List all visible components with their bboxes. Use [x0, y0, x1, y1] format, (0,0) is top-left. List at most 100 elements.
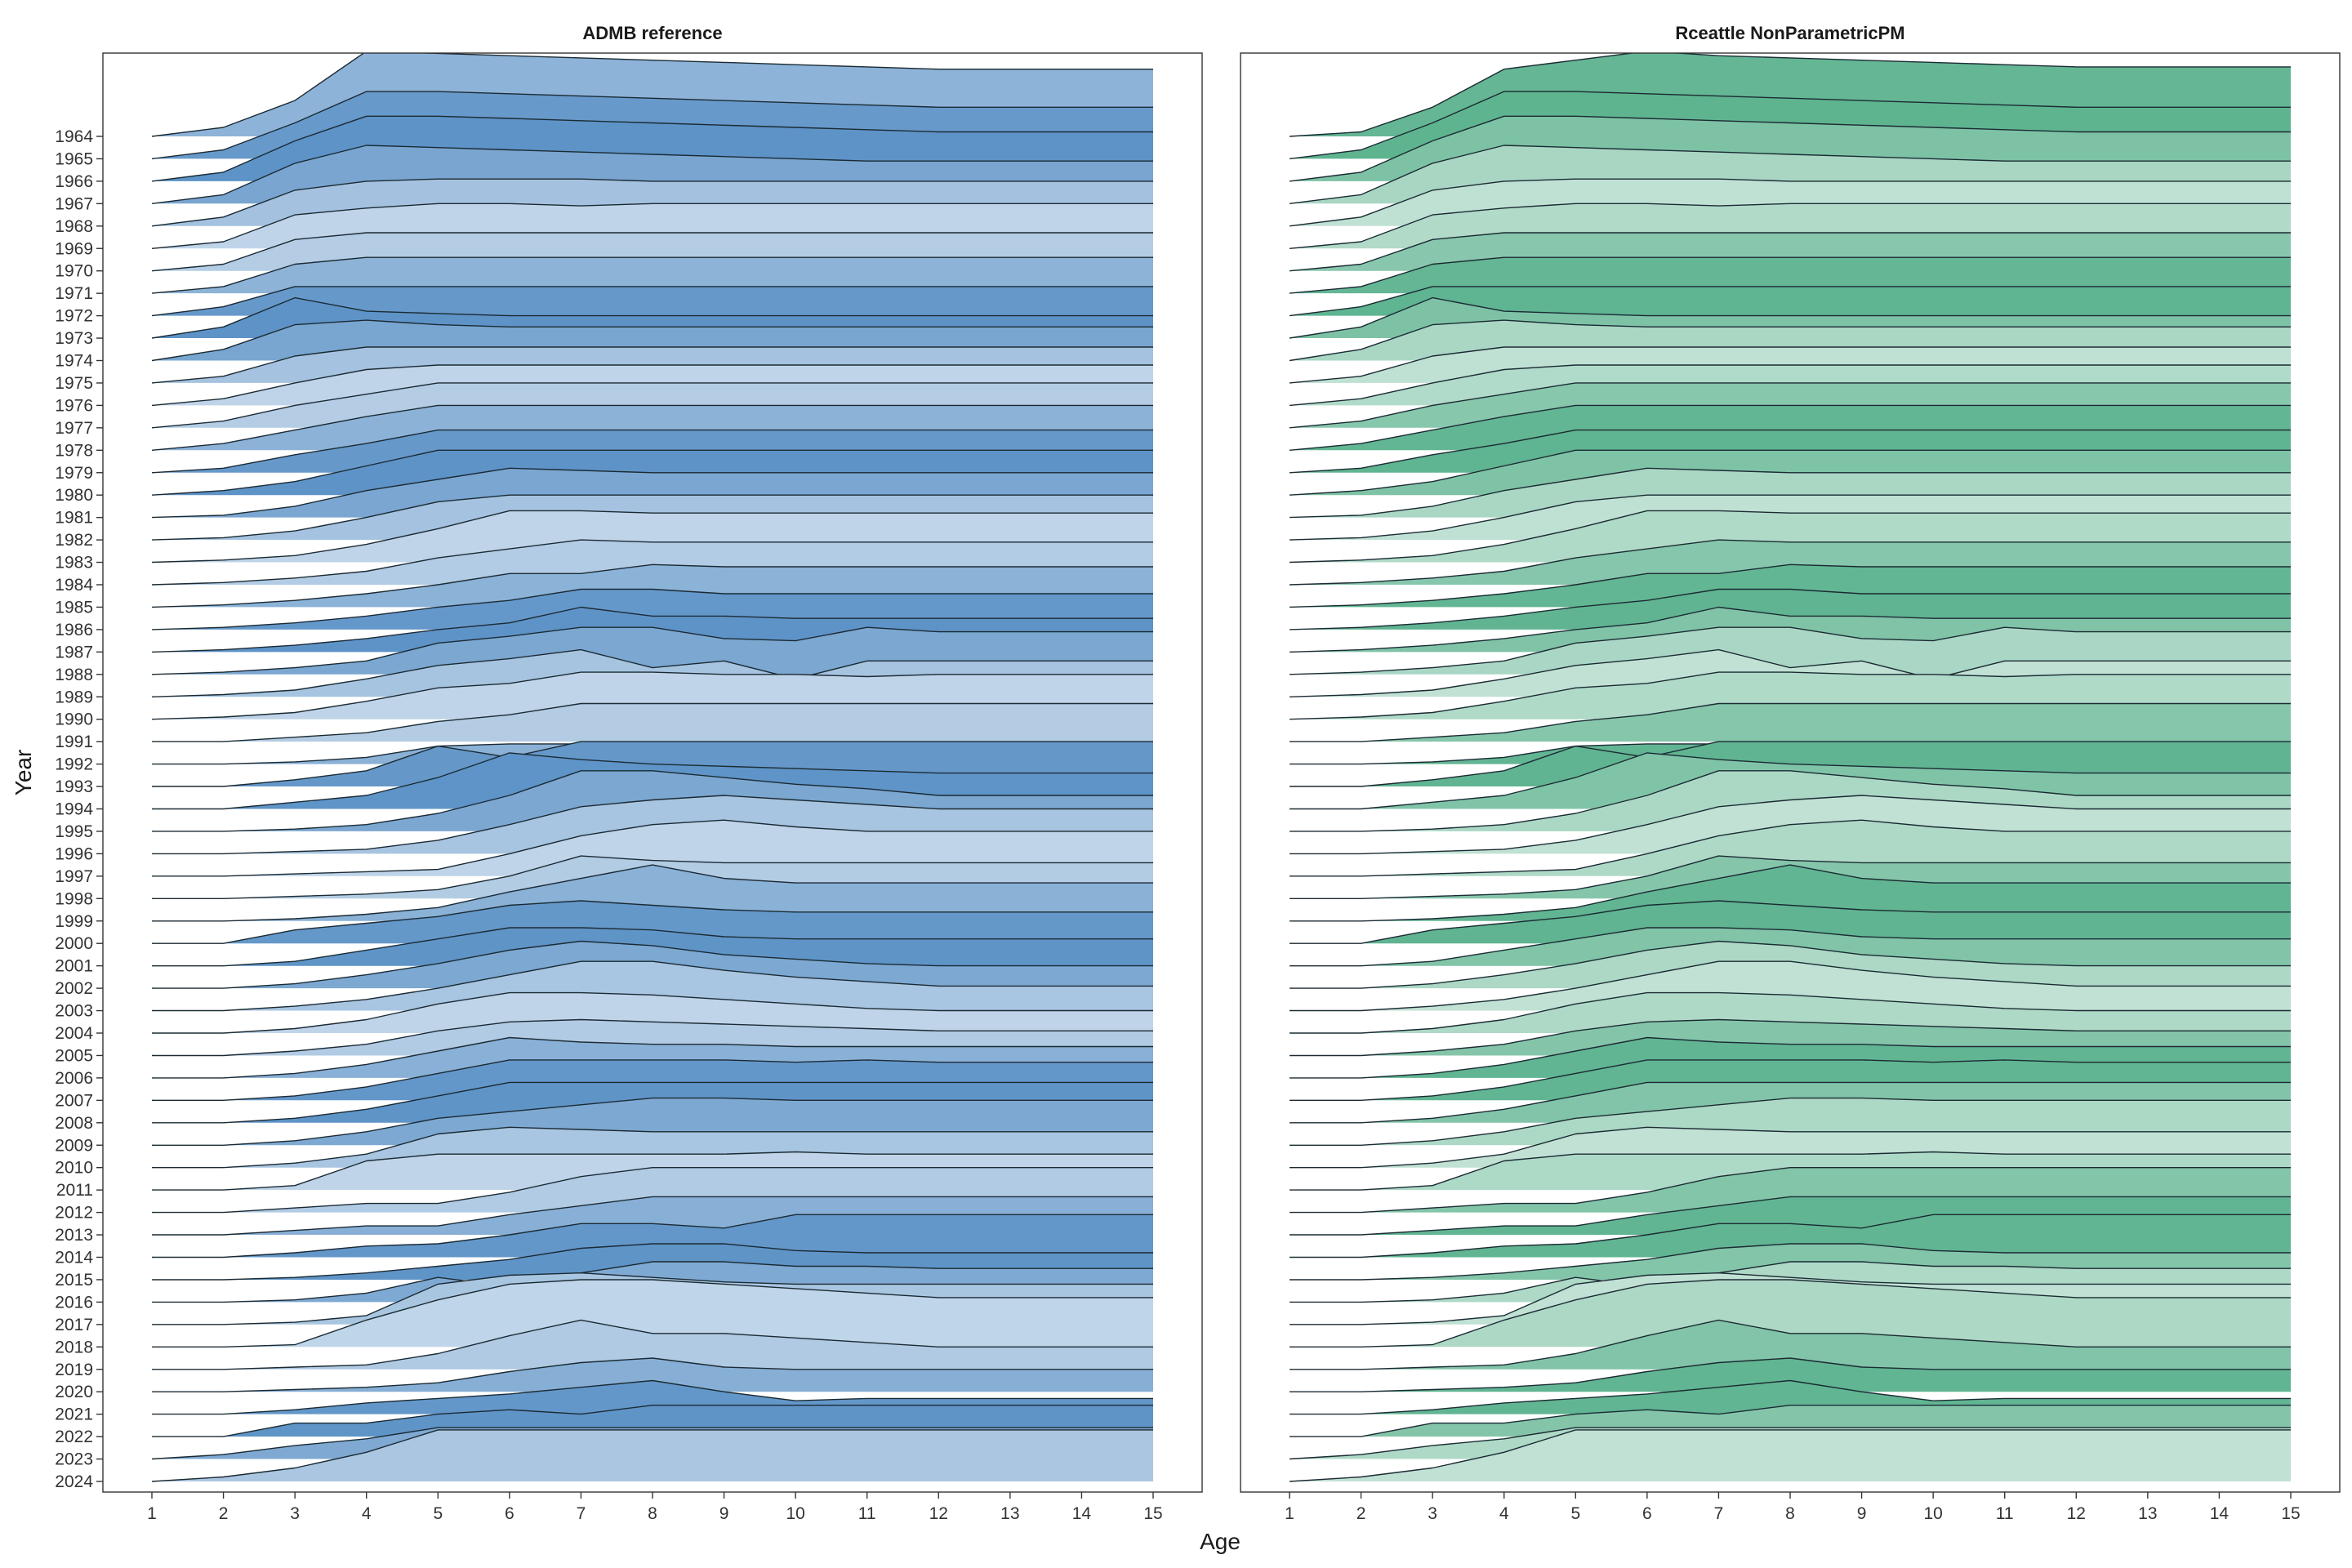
- ridge-line-1982: [1289, 494, 2291, 541]
- ridge-line-1964: [151, 53, 1153, 137]
- ridge-line-2015: [1290, 1243, 2291, 1281]
- ridge-line-1998: [152, 855, 1153, 899]
- x-tick-label-13: 13: [2138, 1504, 2157, 1523]
- ridge-line-2009: [152, 1097, 1153, 1146]
- ridge-line-1982: [151, 494, 1153, 541]
- ridge-line-1999: [1290, 864, 2291, 922]
- ridge-line-1964: [1289, 53, 2291, 137]
- ridge-line-1966: [151, 115, 1153, 182]
- y-tick-label-1999: 1999: [55, 912, 93, 931]
- ridge-line-2008: [1290, 1081, 2291, 1124]
- y-tick-label-1966: 1966: [55, 172, 93, 191]
- ridge-area-2018: [1290, 1280, 2291, 1348]
- ridge-line-1968: [1289, 178, 2291, 227]
- ridge-line-1975: [151, 346, 1153, 384]
- ridge-line-2009: [1290, 1097, 2291, 1146]
- ridge-line-2007: [152, 1059, 1153, 1101]
- x-tick-label-1: 1: [1285, 1504, 1294, 1523]
- ridge-line-2013: [1290, 1196, 2291, 1236]
- x-axis-title: Age: [1200, 1529, 1241, 1554]
- ridge-line-1995: [1290, 770, 2291, 832]
- ridge-line-2012: [1290, 1167, 2291, 1214]
- ridge-area-1999: [152, 865, 1153, 921]
- y-tick-label-1984: 1984: [55, 576, 93, 595]
- ridge-area-2004: [1290, 992, 2291, 1033]
- ridge-line-1985: [151, 564, 1153, 608]
- y-tick-label-2017: 2017: [55, 1316, 93, 1334]
- y-tick-label-1982: 1982: [55, 531, 93, 550]
- ridge-line-2024: [1289, 1429, 2291, 1482]
- y-tick-label-1992: 1992: [55, 755, 93, 774]
- ridge-line-1977: [1289, 382, 2291, 429]
- ridge-line-2005: [1290, 1018, 2291, 1057]
- y-tick-label-1964: 1964: [55, 127, 93, 146]
- ridge-area-2003: [1290, 961, 2291, 1011]
- ridge-area-1971: [152, 257, 1153, 294]
- y-tick-label-2013: 2013: [55, 1226, 93, 1245]
- y-tick-label-1976: 1976: [55, 396, 93, 415]
- panel-title: ADMB reference: [582, 23, 722, 43]
- ridge-area-1991: [152, 703, 1153, 742]
- ridge-line-2018: [1290, 1279, 2291, 1348]
- ridge-area-1997: [1290, 820, 2291, 876]
- ridge-line-2002: [1290, 940, 2291, 989]
- x-tick-label-6: 6: [505, 1504, 514, 1523]
- y-tick-label-2018: 2018: [55, 1338, 93, 1356]
- ridge-line-2022: [152, 1405, 1153, 1437]
- ridge-area-1991: [1290, 703, 2291, 742]
- ridge-area-2024: [152, 1429, 1153, 1481]
- ridge-line-1980: [1289, 449, 2291, 496]
- ridge-line-2011: [152, 1151, 1153, 1191]
- ridge-line-2003: [1290, 960, 2291, 1012]
- ridge-line-1979: [1289, 429, 2291, 474]
- ridge-line-2024: [151, 1429, 1153, 1482]
- y-axis-title: Year: [11, 750, 36, 796]
- y-tick-label-2011: 2011: [56, 1181, 93, 1200]
- y-tick-label-2012: 2012: [55, 1204, 93, 1223]
- y-tick-label-1969: 1969: [55, 239, 93, 258]
- ridge-line-1967: [151, 145, 1153, 204]
- ridge-line-1970: [1289, 232, 2291, 272]
- ridge-line-2017: [1290, 1272, 2291, 1325]
- y-tick-label-1986: 1986: [55, 621, 93, 639]
- y-tick-label-1975: 1975: [55, 374, 93, 393]
- x-tick-label-3: 3: [1428, 1504, 1437, 1523]
- ridge-line-2011: [1290, 1151, 2291, 1191]
- ridge-line-1989: [151, 648, 1153, 697]
- ridge-line-1985: [1289, 564, 2291, 608]
- ridge-line-1983: [1289, 510, 2291, 564]
- x-tick-label-15: 15: [2281, 1504, 2300, 1523]
- ridge-line-1988: [151, 626, 1153, 675]
- y-tick-label-2010: 2010: [55, 1159, 93, 1178]
- ridge-line-1993: [1290, 741, 2291, 787]
- y-tick-label-2021: 2021: [55, 1405, 93, 1424]
- ridge-line-1965: [151, 91, 1153, 160]
- x-tick-label-10: 10: [786, 1504, 804, 1523]
- ridge-line-2023: [1289, 1427, 2291, 1460]
- ridge-line-1994: [1290, 752, 2291, 810]
- x-tick-label-9: 9: [1857, 1504, 1867, 1523]
- ridge-line-1973: [1289, 296, 2291, 339]
- x-tick-label-10: 10: [1923, 1504, 1942, 1523]
- y-tick-label-1968: 1968: [55, 217, 93, 236]
- ridge-area-1972: [152, 286, 1153, 316]
- ridge-line-1987: [1289, 606, 2291, 653]
- y-tick-label-1974: 1974: [55, 352, 93, 371]
- ridge-line-1978: [1289, 404, 2291, 451]
- ridge-line-1980: [151, 449, 1153, 496]
- y-tick-label-1978: 1978: [55, 441, 93, 460]
- ridge-line-1968: [151, 178, 1153, 227]
- ridge-line-1969: [1289, 203, 2291, 249]
- ridge-area-2019: [1290, 1320, 2291, 1370]
- ridge-line-1976: [151, 364, 1153, 407]
- x-tick-label-4: 4: [1499, 1504, 1509, 1523]
- x-tick-label-2: 2: [1356, 1504, 1366, 1523]
- x-tick-label-13: 13: [1000, 1504, 1019, 1523]
- ridge-line-1971: [151, 256, 1153, 294]
- ridge-line-1979: [151, 429, 1153, 474]
- ridge-line-1981: [151, 467, 1153, 519]
- ridge-line-2021: [1290, 1379, 2291, 1415]
- y-tick-label-1993: 1993: [55, 777, 93, 796]
- ridge-line-2016: [1290, 1261, 2291, 1303]
